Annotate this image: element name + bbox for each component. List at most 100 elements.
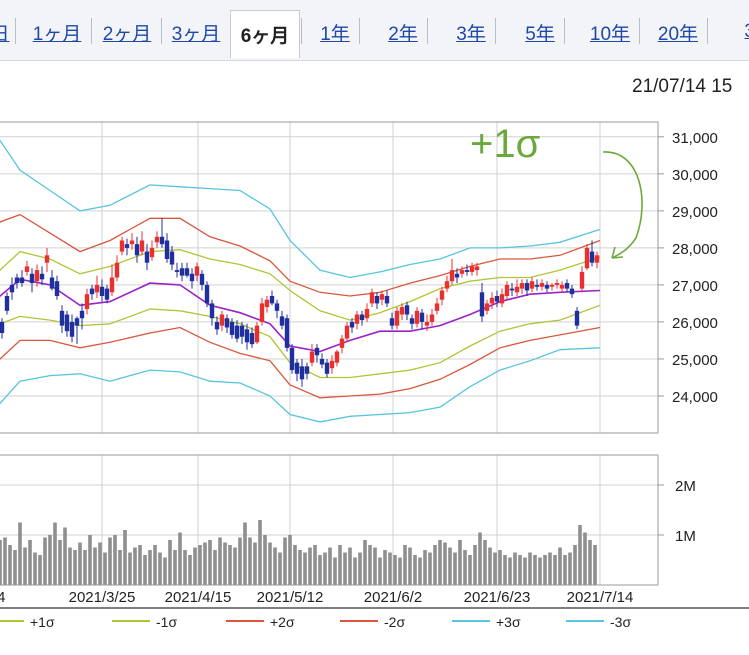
volume-bar	[393, 555, 397, 585]
candle-body	[209, 303, 215, 319]
legend-label: +2σ	[270, 614, 295, 630]
volume-bar	[33, 552, 37, 585]
tab-10[interactable]: 10年	[589, 23, 631, 45]
volume-bar	[293, 545, 297, 585]
tab-3[interactable]: 2ヶ月	[102, 23, 152, 45]
volume-bar	[238, 537, 242, 585]
candle	[479, 283, 485, 322]
candle-body	[474, 266, 480, 271]
tab-4[interactable]: 3ヶ月	[171, 23, 221, 45]
candle	[174, 262, 180, 278]
volume-bar	[513, 552, 517, 585]
candle-body	[259, 303, 265, 322]
volume-bar	[108, 537, 112, 585]
volume-bar	[358, 552, 362, 585]
candlesticks	[0, 218, 600, 387]
candle-body	[4, 296, 10, 311]
legend-item: -1σ	[112, 614, 177, 630]
tab-12[interactable]: 30	[735, 12, 749, 52]
legend-label: +3σ	[496, 614, 521, 630]
volume-bar	[348, 547, 352, 585]
volume-bar	[478, 532, 482, 585]
candle-body	[369, 292, 375, 304]
candle	[129, 233, 135, 250]
candle	[339, 334, 345, 354]
candle-body	[364, 308, 370, 319]
candle	[254, 321, 260, 345]
price-tick-label: 24,000	[672, 389, 718, 406]
candle	[414, 307, 420, 328]
candle-body	[559, 284, 565, 289]
candle	[69, 314, 75, 343]
candle	[584, 244, 590, 271]
volume-bar	[583, 532, 587, 585]
volume-bar	[103, 552, 107, 585]
volume-bar	[538, 557, 542, 585]
annotation-arrowhead	[611, 246, 624, 259]
candle	[434, 297, 440, 315]
candle	[359, 310, 365, 326]
tab-2[interactable]: 1ヶ月	[32, 23, 82, 45]
candle	[544, 281, 550, 293]
volume-bar	[118, 550, 122, 585]
volume-bar	[53, 522, 57, 585]
candle	[39, 266, 45, 285]
volume-bar	[528, 552, 532, 585]
candle	[504, 281, 510, 300]
candle	[349, 318, 355, 334]
candle-body	[159, 236, 165, 245]
candle	[269, 290, 275, 306]
candle-body	[284, 318, 290, 348]
candle	[549, 283, 555, 291]
candle	[4, 292, 10, 315]
volume-bar	[233, 547, 237, 585]
price-panel-frame	[0, 121, 659, 434]
volume-tick-label: 1M	[675, 528, 696, 545]
tab-separator	[301, 18, 302, 44]
candle	[134, 236, 140, 263]
candle-body	[199, 273, 205, 285]
candle	[459, 266, 465, 278]
candle-body	[429, 314, 435, 322]
tab-8[interactable]: 3年	[456, 23, 486, 45]
candle	[404, 301, 410, 321]
candle	[444, 275, 450, 293]
volume-bar	[463, 550, 467, 585]
volume-bar	[453, 552, 457, 585]
candle	[514, 279, 520, 297]
candle-body	[144, 251, 150, 263]
volume-bar	[18, 522, 22, 585]
candle-body	[339, 338, 345, 348]
tab-7[interactable]: 2年	[388, 23, 418, 45]
volume-bar	[563, 555, 567, 585]
candle-body	[504, 284, 510, 297]
candle-body	[564, 283, 570, 289]
legend-item: +2σ	[226, 614, 295, 630]
volume-bar	[223, 542, 227, 585]
candle-body	[384, 296, 390, 304]
candle	[284, 314, 290, 352]
candle	[344, 321, 350, 343]
candle-body	[409, 318, 415, 324]
candle-body	[309, 351, 315, 363]
candle-body	[249, 333, 255, 345]
tab-1[interactable]: 日	[0, 12, 14, 52]
volume-bar	[333, 557, 337, 585]
candle	[484, 299, 490, 315]
tab-6[interactable]: 1年	[320, 23, 350, 45]
price-tick-label: 30,000	[672, 167, 718, 184]
candle-body	[274, 303, 280, 311]
candle-body	[319, 358, 325, 365]
tab-9[interactable]: 5年	[525, 23, 555, 45]
candle-body	[9, 284, 15, 293]
tab-separator	[427, 18, 428, 44]
candle	[399, 303, 405, 321]
annotation-arrow	[602, 151, 643, 259]
candle-body	[394, 310, 400, 326]
volume-bar	[573, 545, 577, 585]
candle-body	[519, 283, 525, 289]
tab-5[interactable]: 6ヶ月	[230, 10, 300, 58]
volume-bar	[473, 545, 477, 585]
tab-11[interactable]: 20年	[657, 23, 699, 45]
candle	[439, 286, 445, 306]
